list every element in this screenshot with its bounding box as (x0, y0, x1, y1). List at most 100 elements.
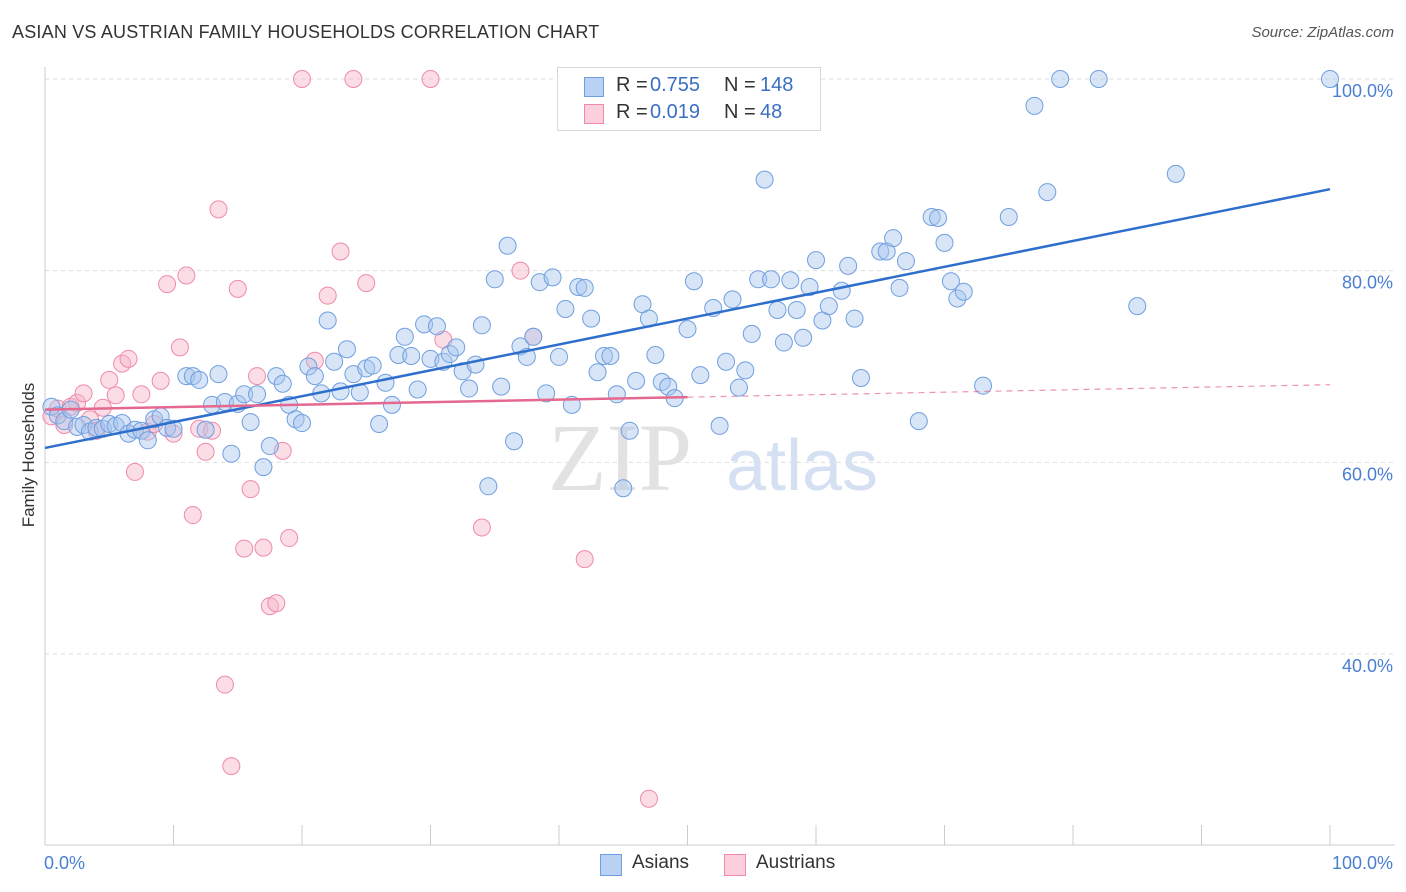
asian-point (948, 289, 967, 308)
austrian-trend-line (44, 395, 688, 411)
austrian-point (421, 70, 440, 88)
asian-point (498, 236, 517, 255)
asian-point (749, 270, 768, 289)
x-tick-label: 100.0% (1332, 853, 1393, 873)
asian-point (556, 300, 575, 318)
asian-point (800, 277, 819, 296)
asian-point (974, 376, 993, 395)
austrian-point (215, 675, 234, 694)
asian-point (472, 316, 491, 335)
asian-point (729, 378, 748, 397)
asian-point (100, 415, 119, 433)
austrian-point (196, 442, 215, 461)
legend-swatch-asians (584, 77, 604, 97)
austrian-point (280, 529, 299, 548)
asian-point (1321, 70, 1339, 88)
asian-point (196, 420, 215, 439)
asian-point (601, 346, 620, 365)
austrian-point (472, 518, 491, 537)
asian-point (659, 377, 678, 396)
asian-point (209, 365, 228, 384)
asian-point (550, 347, 568, 366)
austrian-point (68, 393, 87, 412)
source-label: Source: ZipAtlas.com (1251, 24, 1394, 41)
asian-point (395, 327, 414, 346)
asian-point (447, 338, 466, 357)
legend-row-asians: R = 0.755 N = 148 (558, 74, 820, 100)
asian-point (402, 346, 421, 365)
austrian-point (228, 279, 247, 298)
asian-point (299, 357, 318, 376)
asian-point (427, 317, 446, 336)
austrian-point (170, 338, 189, 357)
asian-point (460, 379, 479, 398)
austrian-point (511, 261, 530, 280)
asian-point (941, 272, 960, 291)
asian-point (1166, 164, 1185, 183)
asian-point (537, 384, 556, 403)
asian-point (466, 355, 485, 374)
asian-point (736, 361, 755, 380)
asian-point (138, 431, 157, 450)
austrian-points (42, 70, 658, 808)
legend-r-value: 0.019 (650, 101, 701, 123)
asian-point (1051, 70, 1070, 88)
asian-point (305, 367, 324, 386)
asian-point (839, 256, 858, 275)
asian-point (871, 242, 890, 261)
asian-point (710, 416, 729, 435)
austrian-point (267, 594, 286, 613)
asian-point (678, 320, 697, 339)
asian-point (781, 271, 800, 290)
bottom-legend-label-asians: Asians (632, 852, 690, 873)
austrian-point (100, 370, 119, 389)
asian-point (845, 309, 864, 328)
asian-point (190, 370, 209, 389)
asian-point (408, 380, 427, 399)
asian-point (935, 233, 954, 252)
asian-point (922, 208, 941, 226)
asian-point (389, 346, 408, 364)
austrian-point (125, 462, 144, 481)
legend-r-label: R = (616, 101, 648, 123)
asian-point (222, 444, 241, 463)
asian-point (325, 352, 344, 371)
legend-swatch-austrians (584, 104, 604, 124)
asian-point (273, 374, 292, 393)
asian-point (620, 421, 639, 440)
asian-point (723, 290, 742, 309)
correlation-legend: R = 0.755 N = 148 R = 0.019 N = 48 (557, 67, 821, 131)
asian-point (819, 297, 838, 316)
austrian-point (254, 538, 273, 557)
asian-point (627, 371, 646, 390)
austrian-point (177, 266, 196, 285)
asian-point (1025, 96, 1044, 115)
austrian-point (575, 550, 594, 569)
asian-point (890, 278, 909, 297)
legend-n-value: 48 (760, 101, 783, 123)
y-tick-label: 100.0% (1332, 81, 1393, 101)
legend-r-value: 0.755 (650, 74, 701, 96)
austrian-point (106, 386, 125, 405)
asian-point (717, 352, 736, 371)
asian-point (594, 346, 613, 365)
asian-point (588, 363, 607, 382)
tick-labels: 40.0% 60.0% 80.0% 100.0% 0.0% 100.0% (44, 81, 1393, 873)
asian-point (884, 229, 903, 248)
y-tick-label: 60.0% (1342, 464, 1393, 484)
x-tick-label: 0.0% (44, 853, 85, 873)
asian-point (267, 367, 286, 386)
asian-point (999, 208, 1018, 226)
asian-point (832, 281, 851, 300)
asian-point (505, 432, 524, 451)
bottom-legend-label-austrians: Austrians (756, 852, 836, 873)
asian-point (794, 328, 813, 347)
legend-row-austrians: R = 0.019 N = 48 (558, 101, 820, 127)
chart-title: ASIAN VS AUSTRIAN FAMILY HOUSEHOLDS CORR… (12, 22, 600, 42)
asian-point (896, 252, 915, 271)
austrian-point (183, 506, 202, 525)
austrian-point (74, 384, 93, 403)
asian-point (1128, 297, 1147, 316)
axes (44, 67, 1395, 846)
asian-point (363, 356, 382, 375)
